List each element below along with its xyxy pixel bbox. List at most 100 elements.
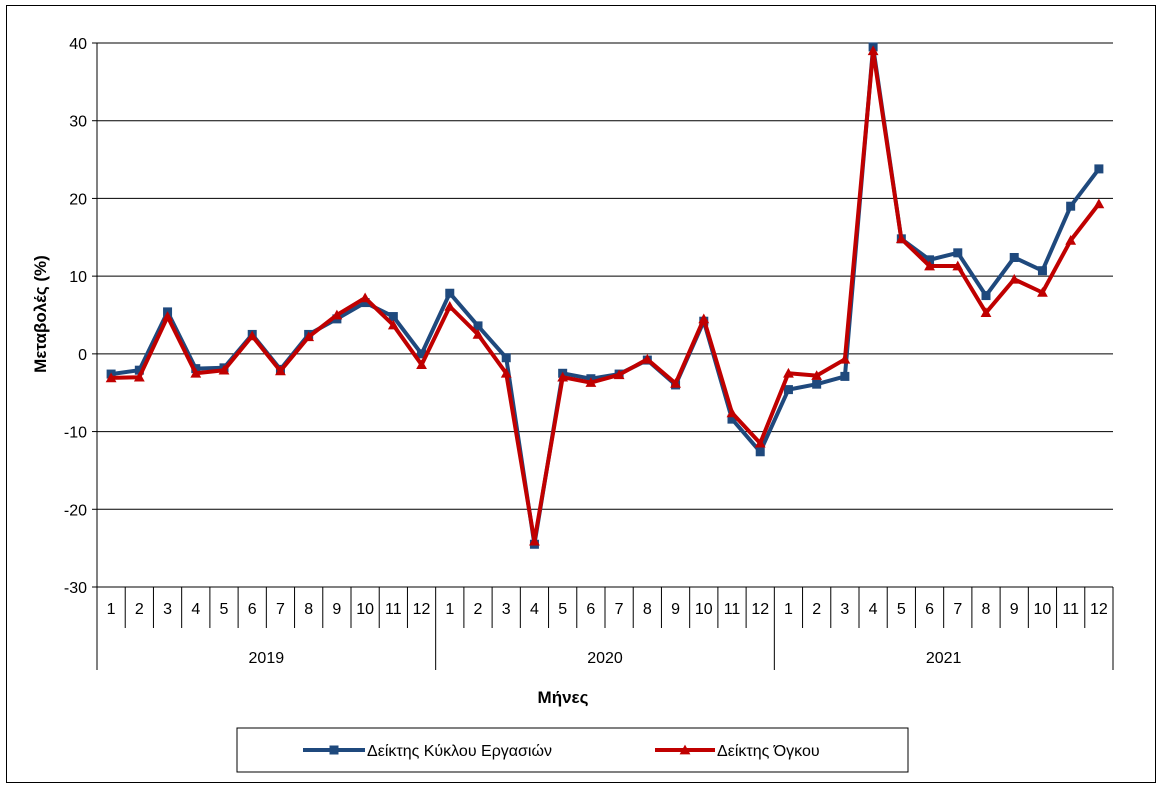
y-tick-label: -30 — [64, 580, 87, 597]
y-tick-label: 40 — [69, 36, 87, 53]
month-tick-label: 8 — [304, 601, 313, 618]
data-point — [445, 288, 455, 298]
month-tick-label: 10 — [356, 601, 374, 618]
data-point — [613, 369, 625, 380]
month-tick-label: 2 — [135, 601, 144, 618]
data-point — [867, 45, 879, 56]
month-tick-label: 7 — [276, 601, 285, 618]
year-tick-label: 2021 — [926, 650, 962, 667]
month-tick-label: 7 — [953, 601, 962, 618]
data-point — [641, 353, 653, 364]
month-tick-label: 6 — [248, 601, 257, 618]
month-tick-label: 12 — [1090, 601, 1108, 618]
y-tick-label: 10 — [69, 269, 87, 286]
data-point — [1093, 198, 1105, 209]
data-point — [331, 309, 343, 320]
month-tick-label: 3 — [840, 601, 849, 618]
month-tick-label: 5 — [558, 601, 567, 618]
data-point — [501, 353, 511, 363]
data-point — [360, 298, 370, 308]
data-point — [679, 744, 691, 755]
month-tick-label: 10 — [1034, 601, 1052, 618]
month-tick-label: 6 — [586, 601, 595, 618]
data-point — [840, 371, 850, 381]
data-point — [925, 255, 935, 265]
data-point — [783, 385, 793, 395]
x-axis: 1 2 3 4 5 6 7 8 9 10 11 12 1 2 3 4 5 6 7 8 9 10 11 12 1 2 3 4 5 6 7 8 9 1… — [96, 587, 1114, 670]
data-point — [839, 353, 851, 364]
month-tick-label: 1 — [107, 601, 116, 618]
data-point — [190, 367, 202, 378]
data-point — [953, 248, 963, 258]
legend-label: Δείκτης Κύκλου Εργασιών — [367, 743, 552, 760]
data-point — [105, 372, 117, 383]
data-point — [329, 745, 339, 755]
data-point — [472, 329, 484, 339]
year-tick-label: 2020 — [587, 650, 623, 667]
month-tick-label: 4 — [530, 601, 539, 618]
month-tick-label: 10 — [695, 601, 713, 618]
data-point — [473, 321, 483, 331]
data-point — [1037, 287, 1048, 297]
series-line — [110, 44, 1101, 547]
data-point — [981, 291, 991, 301]
data-point — [218, 364, 230, 375]
data-point — [134, 365, 144, 375]
data-point — [726, 407, 738, 418]
data-point — [388, 312, 398, 322]
data-point — [500, 367, 512, 378]
data-point — [1037, 266, 1047, 276]
data-point — [557, 371, 569, 382]
month-tick-label: 11 — [1062, 601, 1079, 618]
month-tick-label: 4 — [869, 601, 878, 618]
data-point — [924, 260, 935, 271]
chart-frame — [6, 5, 1156, 783]
data-point — [1066, 201, 1076, 211]
y-tick-label: -20 — [64, 502, 87, 519]
y-axis-title: Μεταβολές (%) — [31, 255, 50, 373]
month-tick-label: 8 — [643, 601, 652, 618]
data-point — [275, 365, 286, 376]
month-tick-label: 4 — [191, 601, 200, 618]
data-point — [727, 414, 737, 424]
month-tick-label: 11 — [724, 601, 741, 618]
data-point — [416, 359, 427, 370]
data-point — [1094, 164, 1104, 174]
data-point — [585, 377, 597, 387]
data-point — [444, 301, 456, 311]
month-tick-label: 12 — [751, 601, 769, 618]
data-point — [952, 260, 964, 271]
month-tick-label: 6 — [925, 601, 934, 618]
month-tick-label: 3 — [502, 601, 511, 618]
gridlines — [97, 42, 1113, 588]
month-tick-label: 9 — [671, 601, 680, 618]
month-tick-label: 9 — [1010, 601, 1019, 618]
month-tick-label: 3 — [163, 601, 172, 618]
data-point — [303, 331, 315, 342]
data-point — [670, 377, 681, 388]
month-tick-label: 11 — [385, 601, 402, 618]
month-tick-label: 2 — [474, 601, 483, 618]
month-tick-label: 5 — [220, 601, 229, 618]
data-point — [895, 233, 907, 244]
year-tick-label: 2019 — [249, 650, 285, 667]
month-tick-label: 2 — [812, 601, 821, 618]
y-tick-label: 0 — [78, 347, 87, 364]
data-point — [1065, 234, 1077, 245]
legend-label: Δείκτης Όγκου — [717, 743, 820, 760]
y-tick-label: 30 — [69, 114, 87, 131]
month-tick-label: 8 — [982, 601, 991, 618]
data-point — [133, 371, 145, 382]
series-line — [111, 48, 1101, 544]
data-point — [1009, 252, 1019, 262]
month-tick-label: 5 — [897, 601, 906, 618]
data-point — [359, 292, 371, 303]
data-point — [162, 311, 173, 321]
month-tick-label: 9 — [332, 601, 341, 618]
data-point — [1008, 273, 1020, 284]
data-point — [812, 379, 822, 389]
data-point — [698, 313, 710, 324]
month-tick-label: 1 — [784, 601, 793, 618]
data-point — [754, 437, 766, 448]
